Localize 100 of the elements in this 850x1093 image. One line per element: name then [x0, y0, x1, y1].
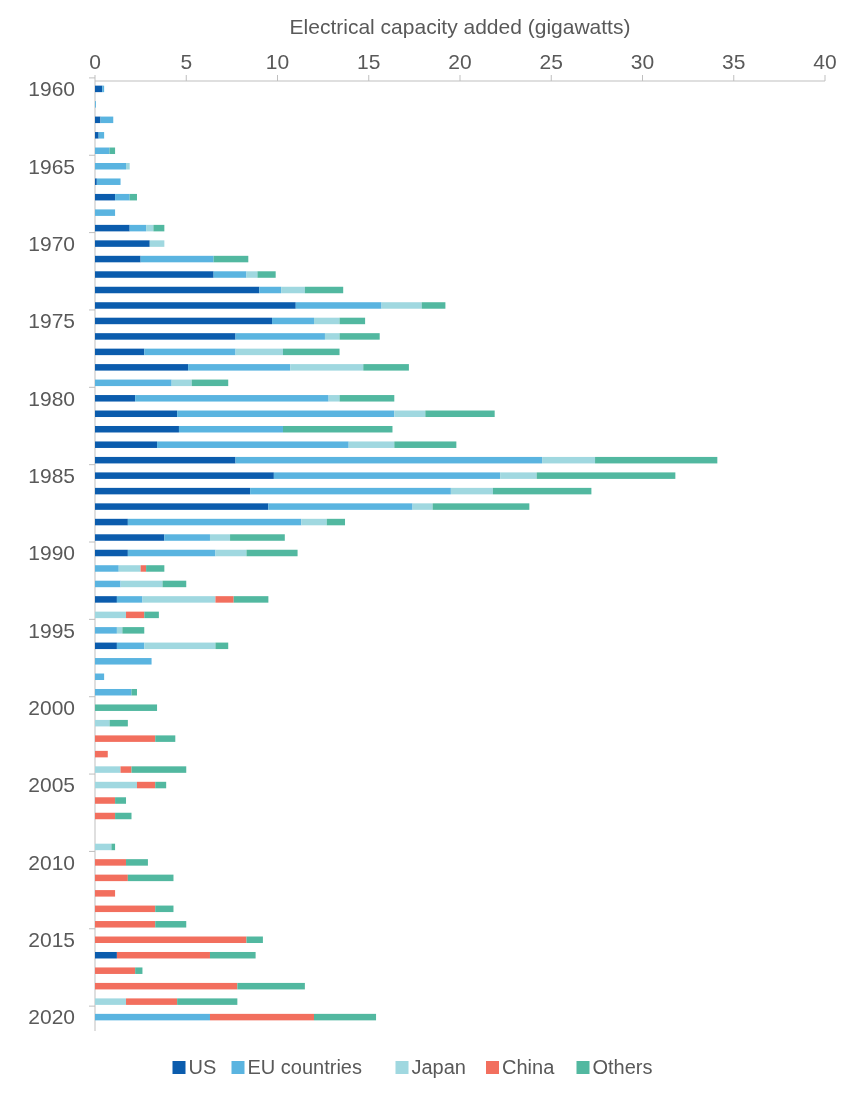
bar — [295, 302, 382, 309]
bar — [95, 797, 116, 804]
legend-label: EU countries — [247, 1056, 362, 1078]
bar — [95, 410, 178, 418]
bar — [95, 224, 130, 232]
bar — [272, 317, 314, 325]
bar — [215, 596, 234, 603]
bar — [95, 425, 179, 433]
bar — [281, 286, 305, 294]
bar — [95, 286, 260, 294]
bar — [135, 967, 143, 974]
bar — [339, 333, 380, 340]
x-tick-label: 20 — [448, 50, 472, 73]
bar — [126, 162, 130, 170]
x-tick-label: 10 — [265, 50, 290, 73]
bar — [95, 611, 127, 619]
bar — [95, 302, 296, 309]
bar — [314, 1013, 377, 1021]
legend-label: US — [188, 1056, 217, 1078]
bar — [155, 921, 187, 928]
bar — [122, 627, 145, 634]
bar — [95, 364, 189, 371]
bar — [95, 627, 117, 634]
bar — [120, 580, 163, 588]
x-tick-label: 40 — [813, 50, 837, 73]
bar — [235, 348, 283, 356]
bar — [542, 456, 596, 464]
y-tick-label: 1995 — [28, 618, 75, 642]
bar — [246, 549, 298, 557]
bar — [421, 302, 446, 309]
bar — [363, 364, 409, 371]
bar — [304, 286, 344, 294]
bar — [149, 240, 165, 247]
bar — [162, 580, 187, 588]
bar — [326, 518, 346, 526]
bar — [273, 472, 501, 479]
y-tick-label: 2020 — [28, 1005, 75, 1029]
bar — [95, 596, 117, 603]
bar — [164, 534, 210, 541]
bar — [95, 209, 116, 216]
bar — [95, 781, 137, 789]
bar — [95, 750, 108, 758]
bar — [95, 549, 128, 557]
bar — [95, 193, 116, 201]
bar — [235, 333, 325, 340]
bar — [188, 364, 291, 371]
bar — [131, 766, 187, 773]
bar — [95, 333, 236, 340]
bar — [95, 456, 236, 464]
bar — [116, 627, 123, 634]
bar — [100, 116, 114, 124]
bar — [116, 951, 210, 959]
bar — [144, 348, 236, 356]
x-tick-label: 25 — [539, 50, 563, 73]
bar — [595, 456, 718, 464]
bar — [381, 302, 422, 309]
bar — [155, 905, 174, 913]
bar — [157, 441, 349, 448]
x-tick-label: 0 — [89, 50, 101, 73]
bar — [213, 271, 247, 278]
bar — [328, 395, 340, 402]
bar — [215, 642, 229, 650]
bar — [95, 704, 158, 711]
bar — [259, 286, 282, 294]
legend-label: Japan — [411, 1056, 466, 1078]
bar — [95, 673, 105, 681]
bar — [282, 425, 393, 433]
bar — [142, 596, 216, 603]
bar — [95, 162, 127, 170]
bar — [95, 503, 269, 510]
bar — [209, 1013, 314, 1021]
bar — [140, 255, 214, 263]
bar — [95, 658, 152, 665]
bar — [95, 317, 273, 325]
bar — [115, 812, 132, 820]
bar — [95, 766, 121, 773]
bar — [116, 596, 143, 603]
y-tick-label: 1980 — [28, 386, 75, 410]
bar — [127, 874, 174, 882]
legend-label: China — [502, 1056, 556, 1078]
bar — [127, 549, 216, 557]
x-tick-label: 35 — [722, 50, 746, 73]
bar — [95, 534, 165, 541]
y-tick-label: 2000 — [28, 696, 75, 720]
bar — [118, 565, 141, 572]
y-tick-label: 1965 — [28, 154, 75, 178]
y-tick-label: 1975 — [28, 309, 75, 333]
bar — [126, 859, 148, 866]
bar — [126, 998, 178, 1005]
bar — [95, 859, 127, 866]
bar — [177, 998, 238, 1005]
bar — [146, 565, 165, 572]
bar — [95, 812, 116, 820]
bar — [95, 565, 119, 572]
x-tick-label: 5 — [180, 50, 193, 73]
bar — [492, 487, 592, 495]
bar — [95, 905, 156, 913]
bar — [282, 348, 340, 356]
y-tick-label: 1990 — [28, 541, 75, 565]
bar — [213, 255, 249, 263]
